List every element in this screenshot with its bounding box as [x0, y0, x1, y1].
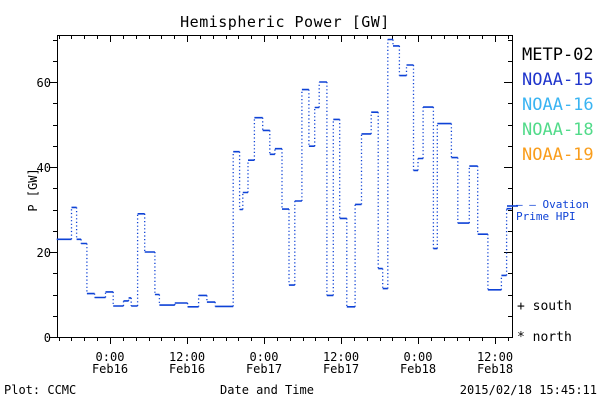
y-tick-label-60: 60 [36, 76, 51, 90]
x-tick-time: 12:00 [476, 350, 514, 364]
north-marker-key: * north [517, 330, 572, 345]
legend-item-noaa-18: NOAA-18 [522, 120, 594, 140]
x-tick-time: 0:00 [249, 350, 279, 364]
x-tick-date: Feb17 [245, 362, 283, 376]
ovation-legend-line1: – – Ovation [516, 198, 589, 211]
plot-timestamp: 2015/02/18 15:45:11 [459, 383, 597, 397]
x-axis-title: Date and Time [220, 383, 314, 397]
x-tick-date: Feb17 [322, 362, 360, 376]
x-tick-time: 12:00 [322, 350, 360, 364]
y-tick-label-40: 40 [36, 161, 51, 175]
x-tick-label-Feb16-12:00: 12:00 Feb16 [169, 351, 205, 375]
x-tick-date: Feb18 [476, 362, 514, 376]
axes-frame [57, 35, 513, 338]
legend-item-metp-02: METP-02 [522, 45, 594, 65]
plot-source-label: Plot: CCMC [4, 383, 77, 397]
y-tick-label-0: 0 [43, 331, 51, 345]
ovation-legend-line2: Prime HPI [516, 210, 576, 223]
x-tick-time: 0:00 [95, 350, 125, 364]
x-tick-time: 0:00 [403, 350, 433, 364]
hpi-series-steps [56, 38, 512, 308]
legend-item-noaa-16: NOAA-16 [522, 95, 594, 115]
x-tick-label-Feb18-12:00: 12:00 Feb18 [477, 351, 513, 375]
south-marker-key: + south [517, 299, 572, 314]
hpi-series-vertical-connectors [70, 39, 508, 307]
x-tick-date: Feb16 [91, 362, 129, 376]
x-tick-label-Feb18-0:00: 0:00 Feb18 [400, 351, 436, 375]
x-tick-label-Feb17-0:00: 0:00 Feb17 [246, 351, 282, 375]
y-tick-label-20: 20 [36, 246, 51, 260]
ovation-prime-hpi-legend: – – Ovation Prime HPI [516, 199, 589, 223]
x-tick-time: 12:00 [168, 350, 206, 364]
x-tick-date: Feb16 [168, 362, 206, 376]
x-tick-label-Feb17-12:00: 12:00 Feb17 [323, 351, 359, 375]
x-tick-label-Feb16-0:00: 0:00 Feb16 [92, 351, 128, 375]
chart-title: Hemispheric Power [GW] [180, 13, 390, 31]
legend-item-noaa-15: NOAA-15 [522, 70, 594, 90]
axis-ticks [49, 35, 512, 344]
x-tick-date: Feb18 [399, 362, 437, 376]
legend-item-noaa-19: NOAA-19 [522, 145, 594, 165]
